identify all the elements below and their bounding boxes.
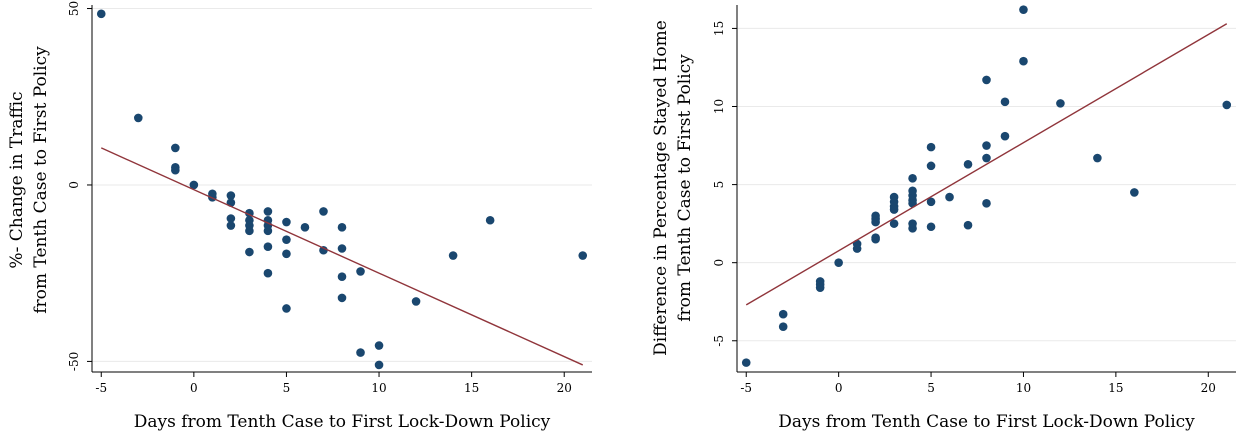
x-tick-label: 20 (1201, 381, 1216, 395)
scatter-point (448, 251, 458, 260)
scatter-point (356, 267, 365, 276)
scatter-point (908, 186, 917, 196)
scatter-point (337, 272, 347, 282)
scatter-point (889, 219, 899, 228)
scatter-point (96, 9, 106, 19)
y-tick-label: 10 (712, 99, 726, 114)
scatter-point (1130, 188, 1139, 197)
stayed-home-chart: -5 0 5 10 15 20 -5 0 5 10 15 Difference in Percenta… (651, 5, 1236, 432)
scatter-point (778, 309, 788, 319)
scatter-point (1019, 56, 1028, 66)
x-tick-label: 15 (1108, 381, 1123, 395)
scatter-point (1000, 131, 1010, 141)
scatter-point (982, 199, 991, 208)
scatter-point (189, 180, 199, 190)
scatter-point (282, 235, 291, 244)
scatter-point (171, 143, 180, 153)
x-axis-title: Days from Tenth Case to First Lock-Down … (778, 412, 1195, 432)
fitted-line (100, 147, 584, 366)
scatter-point (300, 223, 310, 232)
scatter-point (908, 174, 917, 183)
scatter-point (226, 191, 236, 200)
scatter-point (356, 348, 365, 357)
scatter-point (982, 75, 991, 85)
scatter-point (1222, 100, 1232, 110)
scatter-point (485, 215, 495, 225)
scatter-point (1000, 97, 1010, 107)
scatter-point (171, 165, 180, 175)
scatter-point (963, 159, 973, 169)
scatter-point (982, 141, 991, 150)
x-tick-label: 0 (190, 381, 198, 395)
scatter-point (926, 197, 936, 207)
scatter-point (263, 268, 273, 278)
scatter-point (337, 223, 347, 232)
y-tick-label: 5 (712, 181, 726, 189)
x-tick-label: 5 (927, 381, 935, 395)
x-tick-label: 15 (464, 381, 479, 395)
scatter-point (926, 161, 936, 171)
scatter-point (889, 192, 899, 202)
scatter-point (282, 304, 291, 313)
scatter-point (982, 153, 991, 163)
scatter-point (963, 220, 973, 230)
scatter-point (245, 247, 254, 257)
y-tick-label: -5 (712, 335, 726, 347)
scatter-point (133, 113, 143, 123)
scatter-point (945, 192, 954, 202)
scatter-point (263, 242, 273, 252)
scatter-point (263, 226, 273, 236)
scatter-point (319, 207, 328, 216)
scatter-point (1093, 153, 1102, 163)
scatter-point (374, 341, 384, 350)
x-tick-label: 20 (557, 381, 572, 395)
scatter-point (337, 244, 347, 253)
scatter-point (852, 244, 862, 253)
scatter-point (226, 214, 236, 223)
scatter-point (815, 283, 825, 292)
scatter-point (926, 142, 936, 152)
y-axis-title-line-2: from Tenth Case to First Policy (31, 46, 51, 314)
scatter-point (411, 297, 421, 306)
scatter-point (871, 233, 880, 242)
x-tick-label: 10 (371, 381, 386, 395)
fitted-line (745, 23, 1228, 306)
scatter-point (926, 222, 936, 232)
scatter-point (1019, 5, 1028, 14)
y-tick-label: 0 (712, 259, 726, 267)
scatter-point (282, 249, 291, 259)
scatter-point (374, 360, 384, 370)
scatter-point (871, 211, 880, 221)
y-tick-label: 15 (712, 21, 726, 36)
scatter-point (778, 322, 788, 332)
scatter-point (319, 245, 328, 255)
x-tick-label: 5 (283, 381, 291, 395)
x-tick-label: -5 (95, 381, 107, 395)
scatter-point (226, 221, 236, 230)
scatter-point (741, 358, 751, 367)
y-axis-title-line-1: %- Change in Traffic (7, 91, 27, 268)
scatter-point (1056, 99, 1065, 108)
scatter-point (245, 226, 254, 236)
y-tick-label: -50 (67, 352, 81, 371)
x-axis-title: Days from Tenth Case to First Lock-Down … (134, 412, 551, 432)
scatter-point (282, 217, 291, 227)
scatter-point (263, 207, 273, 216)
x-tick-label: -5 (740, 381, 752, 395)
x-tick-label: 10 (1016, 381, 1031, 395)
y-tick-label: 0 (67, 181, 81, 189)
y-tick-label: 50 (67, 1, 81, 16)
scatter-point (578, 251, 588, 260)
scatter-point (834, 258, 843, 267)
y-axis-title-line-1: Difference in Percentage Stayed Home (651, 20, 671, 356)
scatter-point (908, 219, 917, 228)
y-axis-title-line-2: from Tenth Case to First Policy (675, 54, 695, 322)
scatter-point (337, 293, 347, 303)
x-tick-label: 0 (835, 381, 843, 395)
